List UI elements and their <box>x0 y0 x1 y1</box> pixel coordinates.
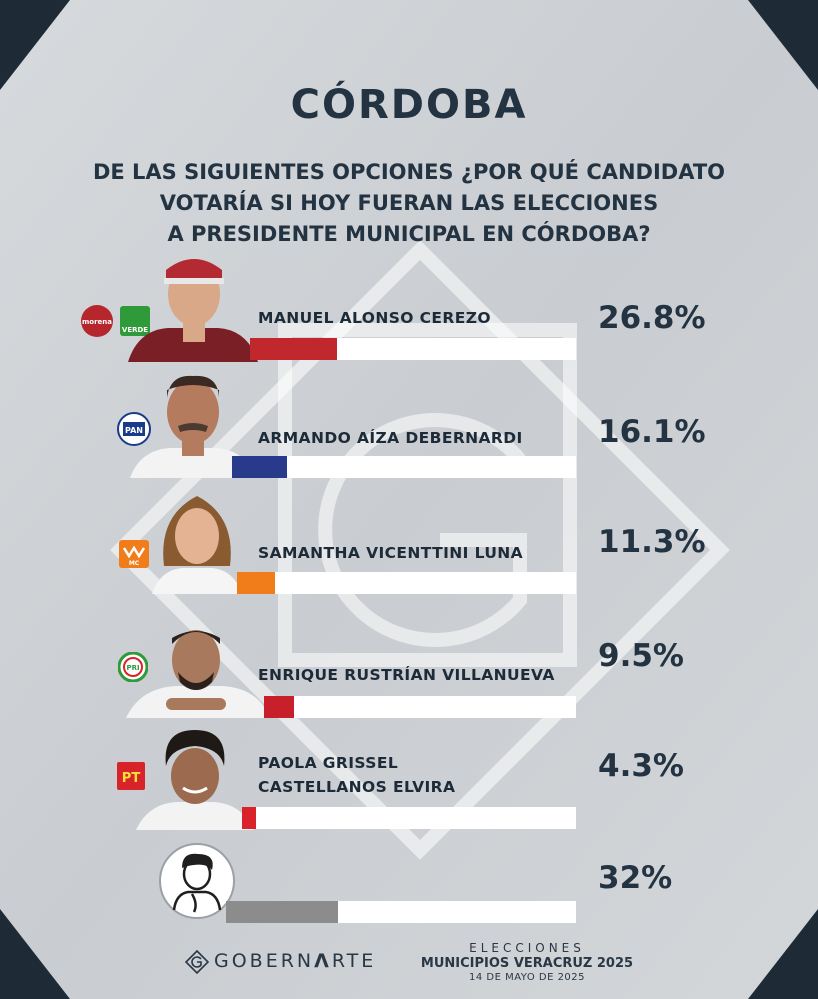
pan-logo-text: PAN <box>125 426 143 435</box>
question-line-3: A PRESIDENTE MUNICIPAL EN CÓRDOBA? <box>167 222 651 246</box>
brand-accent: Λ <box>314 950 332 972</box>
pan-logo: PAN <box>117 412 151 446</box>
candidate-name: ARMANDO AÍZA DEBERNARDI <box>258 429 523 447</box>
election-title: MUNICIPIOS VERACRUZ 2025 <box>420 956 634 971</box>
bar-fill <box>250 338 337 360</box>
bar-track <box>226 901 576 923</box>
candidate-name: SAMANTHA VICENTTINI LUNA <box>258 544 524 562</box>
bar-fill <box>232 456 287 478</box>
pt-logo: PT <box>117 762 145 790</box>
bar-fill <box>226 901 338 923</box>
bar-fill <box>264 696 294 718</box>
candidate-photo <box>130 375 254 478</box>
value-label: 4.3% <box>598 748 684 784</box>
candidate-name: ENRIQUE RUSTRÍAN VILLANUEVA <box>258 666 555 684</box>
value-label: 26.8% <box>598 300 706 336</box>
question-line-1: DE LAS SIGUIENTES OPCIONES ¿POR QUÉ CAND… <box>92 160 726 184</box>
bar-fill <box>237 572 275 594</box>
candidate-name-line-1: PAOLA GRISSEL <box>258 754 399 772</box>
question-line-2: VOTARÍA SI HOY FUERAN LAS ELECCIONES <box>159 191 659 215</box>
bar-fill <box>242 807 256 829</box>
mc-logo-text: MC <box>129 560 140 567</box>
candidate-name-line-2: CASTELLANOS ELVIRA <box>258 778 456 796</box>
party-logos: morena VERDE <box>81 305 150 337</box>
bar-track <box>232 456 576 478</box>
candidate-photo <box>128 259 258 362</box>
pt-logo-text: PT <box>122 771 141 786</box>
bar-track <box>237 572 576 594</box>
value-label: 32% <box>598 860 673 896</box>
brand-suffix: RTE <box>331 950 377 972</box>
undecided-icon <box>159 843 235 919</box>
candidate-photo <box>152 496 242 594</box>
value-label: 9.5% <box>598 638 684 674</box>
brand-name: GOBERNΛRTE <box>214 950 376 972</box>
election-label: ELECCIONES <box>469 941 585 955</box>
value-label: 11.3% <box>598 524 706 560</box>
brand-prefix: GOBERN <box>214 950 315 972</box>
brand-logo-icon <box>185 950 209 974</box>
candidate-photo <box>136 730 254 830</box>
bar-track <box>264 696 576 718</box>
pri-logo-text: PRI <box>126 664 139 672</box>
value-label: 16.1% <box>598 414 706 450</box>
morena-logo <box>81 305 113 337</box>
mc-logo: MC <box>119 540 149 568</box>
bar-track <box>242 807 576 829</box>
bar-track <box>250 338 576 360</box>
candidate-name: MANUEL ALONSO CEREZO <box>258 309 491 327</box>
pri-logo: PRI <box>118 652 148 682</box>
verde-logo-text: VERDE <box>122 326 148 334</box>
verde-logo <box>120 306 150 336</box>
election-date: 14 DE MAYO DE 2025 <box>468 972 586 983</box>
candidate-photo <box>126 630 270 718</box>
page-title: CÓRDOBA <box>290 82 528 128</box>
morena-logo-text: morena <box>82 318 112 326</box>
